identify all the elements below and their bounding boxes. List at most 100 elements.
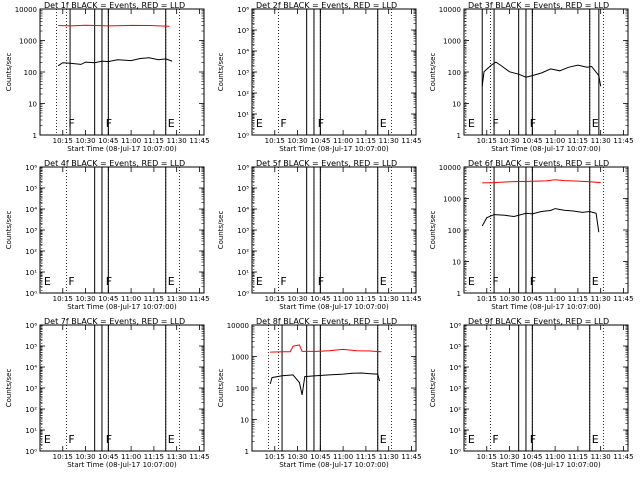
det7-ytick-label: 10⁵ [25, 343, 37, 351]
det2-marker-e: E [256, 117, 263, 130]
det4-ytick-label: 10⁶ [25, 164, 37, 172]
det8-xlabel: Start Time (08-Jul-17 10:07:00) [279, 461, 389, 469]
det7-ytick-label: 10³ [25, 385, 37, 393]
det5-title: Det 5f BLACK = Events, RED = LLD [256, 159, 397, 168]
det7-ytick-label: 10⁴ [25, 364, 37, 372]
det4-ytick-label: 10³ [25, 227, 37, 235]
det5-xtick-label: 11:00 [333, 295, 353, 303]
det7-xtick-label: 10:45 [98, 453, 118, 461]
det2-ytick-label: 10⁰ [237, 132, 249, 140]
det7-xtick-label: 11:30 [167, 453, 187, 461]
det4-ytick-label: 10¹ [25, 269, 37, 277]
det3-marker-e: E [592, 117, 599, 130]
det6-panel: Det 6f BLACK = Events, RED = LLD 1 10 100 10… [429, 159, 634, 311]
det4-ylabel: Counts/sec [5, 211, 13, 250]
det1-title: Det 1f BLACK = Events, RED = LLD [44, 1, 185, 10]
det1-xtick-label: 10:30 [75, 137, 95, 145]
det7-xtick-label: 11:00 [121, 453, 141, 461]
det6-title: Det 6f BLACK = Events, RED = LLD [468, 159, 609, 168]
det8-xtick-label: 10:15 [265, 453, 285, 461]
det3-xlabel: Start Time (08-Jul-17 10:07:00) [491, 145, 601, 153]
det1-series-1 [58, 24, 170, 27]
det4-ytick-label: 10⁰ [25, 290, 37, 298]
det9-xtick-label: 11:00 [545, 453, 565, 461]
det6-xtick-label: 11:15 [568, 295, 588, 303]
det4-marker-e: E [44, 275, 51, 288]
det5-panel: Det 5f BLACK = Events, RED = LLD 10⁰ 10¹ 10… [217, 159, 422, 311]
det6-xtick-label: 10:45 [522, 295, 542, 303]
det7-ylabel: Counts/sec [5, 369, 13, 408]
det3-xtick-label: 10:45 [522, 137, 542, 145]
det5-ytick-label: 10¹ [237, 269, 249, 277]
det4-ytick-label: 10⁴ [25, 206, 37, 214]
det2-title: Det 2f BLACK = Events, RED = LLD [256, 1, 397, 10]
det9-xtick-label: 11:45 [613, 453, 633, 461]
det9-xlabel: Start Time (08-Jul-17 10:07:00) [491, 461, 601, 469]
det9-panel: Det 9f BLACK = Events, RED = LLD 10⁰ 10¹ 10… [429, 317, 634, 469]
det5-ytick-label: 10⁶ [237, 164, 249, 172]
det7-panel: Det 7f BLACK = Events, RED = LLD 10⁰ 10¹ 10… [5, 317, 210, 469]
det3-xtick-label: 10:15 [477, 137, 497, 145]
det3-xtick-label: 11:00 [545, 137, 565, 145]
det3-xtick-label: 11:30 [591, 137, 611, 145]
det8-title: Det 8f BLACK = Events, RED = LLD [256, 317, 397, 326]
det7-ytick-label: 10¹ [25, 427, 37, 435]
det3-series-1 [481, 61, 602, 87]
det3-xtick-label: 11:45 [613, 137, 633, 145]
det2-ytick-label: 10² [237, 90, 249, 98]
det7-xtick-label: 10:30 [75, 453, 95, 461]
det8-ytick-label: 1000 [231, 354, 249, 362]
det8-panel: Det 8f BLACK = Events, RED = LLD 1 10 100 10… [217, 317, 422, 469]
det2-marker-f: F [318, 117, 324, 130]
det6-xtick-label: 11:45 [613, 295, 633, 303]
det5-xtick-label: 11:45 [401, 295, 421, 303]
det9-xtick-label: 10:15 [477, 453, 497, 461]
det5-xtick-label: 11:15 [356, 295, 376, 303]
det8-ytick-label: 100 [236, 385, 249, 393]
det5-xtick-label: 10:15 [265, 295, 285, 303]
det4-xtick-label: 11:30 [167, 295, 187, 303]
det5-ytick-label: 10³ [237, 227, 249, 235]
det4-ytick-label: 10² [25, 248, 37, 256]
det7-marker-e: E [44, 433, 51, 446]
det6-marker-e: E [592, 275, 599, 288]
det6-ytick-label: 10 [452, 259, 461, 267]
det8-xtick-label: 11:00 [333, 453, 353, 461]
det9-xtick-label: 10:45 [522, 453, 542, 461]
det4-xlabel: Start Time (08-Jul-17 10:07:00) [67, 303, 177, 311]
det4-xtick-label: 10:30 [75, 295, 95, 303]
det8-ytick-label: 10000 [227, 322, 249, 330]
det6-xtick-label: 11:00 [545, 295, 565, 303]
det6-ytick-label: 100 [448, 227, 461, 235]
det2-ytick-label: 10⁵ [237, 27, 249, 35]
det6-xtick-label: 10:15 [477, 295, 497, 303]
det1-xtick-label: 10:45 [98, 137, 118, 145]
det4-marker-f: F [68, 275, 74, 288]
det8-xtick-label: 11:30 [379, 453, 399, 461]
det9-title: Det 9f BLACK = Events, RED = LLD [468, 317, 609, 326]
det2-xtick-label: 11:00 [333, 137, 353, 145]
det9-ylabel: Counts/sec [429, 369, 437, 408]
det2-ylabel: Counts/sec [217, 53, 225, 92]
det5-xtick-label: 10:45 [310, 295, 330, 303]
det3-ytick-label: 1 [457, 132, 461, 140]
det9-marker-e: E [468, 433, 475, 446]
det3-ytick-label: 1000 [443, 38, 461, 46]
det6-ylabel: Counts/sec [429, 211, 437, 250]
det5-xtick-label: 11:30 [379, 295, 399, 303]
det1-ytick-label: 100 [24, 69, 37, 77]
det7-ytick-label: 10⁶ [25, 322, 37, 330]
det5-xtick-label: 10:30 [287, 295, 307, 303]
det9-ytick-label: 10³ [449, 385, 461, 393]
det5-ytick-label: 10⁰ [237, 290, 249, 298]
det1-ylabel: Counts/sec [5, 53, 13, 92]
det6-marker-e: E [468, 275, 475, 288]
det8-ytick-label: 1 [245, 448, 249, 456]
det3-ytick-label: 10 [452, 101, 461, 109]
det1-marker-f: F [68, 117, 74, 130]
det8-xtick-label: 10:45 [310, 453, 330, 461]
det9-ytick-label: 10¹ [449, 427, 461, 435]
det2-xtick-label: 10:30 [287, 137, 307, 145]
det9-marker-f: F [530, 433, 536, 446]
